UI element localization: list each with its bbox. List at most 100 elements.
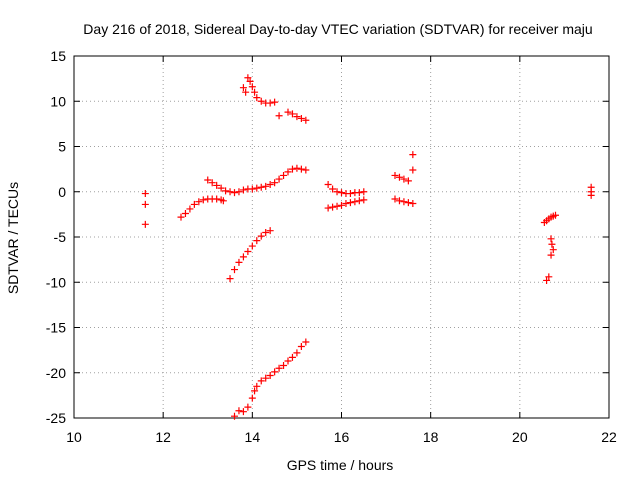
data-point [302,166,310,174]
data-point [199,196,207,204]
data-point [204,176,212,184]
series-arc-21.6 [587,183,595,199]
data-point [239,186,247,194]
data-point [231,266,238,274]
data-point [395,173,403,181]
series-arc-15.8 [324,181,368,198]
data-point [324,181,332,189]
data-point [226,275,234,283]
data-point [248,185,256,193]
data-point [266,99,274,107]
data-point [275,364,283,372]
tick-labels: 10 12 14 16 18 20 22 15 10 5 0 -5 -10 -15 -20 -25 [46,48,617,445]
data-point [391,171,399,179]
data-point [235,258,243,266]
data-point [587,191,595,199]
data-point [552,211,559,219]
data-point [242,88,250,96]
data-point [186,205,194,213]
data-point [239,84,247,92]
data-point [288,165,296,173]
y-axis-label: SDTVAR / TECUs [5,182,21,294]
ticks [73,55,610,419]
data-point [400,198,408,206]
data-point [275,112,283,120]
data-point [253,382,261,390]
x-tick-label: 18 [423,429,439,445]
data-point [141,220,149,228]
data-point [271,368,279,376]
data-point [248,242,256,250]
data-point [400,175,408,183]
data-point [549,246,557,254]
data-point [244,403,252,411]
y-tick-label: 10 [50,93,66,109]
data-point [222,187,230,195]
data-point [275,175,283,183]
data-point [235,407,243,415]
data-point [346,199,354,207]
y-tick-label: 15 [50,48,66,64]
y-tick-label: -25 [46,410,66,426]
data-point [248,83,256,91]
data-point [547,251,555,259]
data-point [404,177,412,185]
series-arc-20.6 [540,211,559,284]
data-point [257,377,265,385]
data-point [239,253,247,261]
data-point [284,357,292,365]
data-point [284,108,292,116]
data-point [355,189,363,197]
series-arc-12.4 [177,195,227,221]
y-tick-label: -20 [46,365,66,381]
chart-title: Day 216 of 2018, Sidereal Day-to-day VTE… [83,21,592,37]
data-point [333,202,341,210]
data-point [246,77,254,85]
data-point [280,171,288,179]
data-point [324,204,332,212]
data-point [391,195,399,203]
series-arc-17.2 [391,151,417,208]
data-point [293,113,301,121]
data-point [395,197,403,205]
data-point [355,197,363,205]
data-point [262,374,270,382]
data-point [253,94,261,102]
data-point [271,98,279,106]
data-point [266,227,274,235]
data-point [297,114,305,122]
x-tick-label: 16 [334,429,350,445]
data-point [271,179,279,187]
data-point [213,181,221,189]
data-point [351,198,359,206]
x-tick-label: 20 [512,429,528,445]
data-point [219,197,227,205]
data-point [244,74,252,82]
data-point [213,195,221,203]
data-point [360,196,368,204]
data-point [195,198,203,206]
y-tick-label: 0 [58,184,66,200]
x-tick-label: 14 [245,429,261,445]
data-point [404,199,412,207]
series-arc-13.0 [204,164,310,197]
data-point [409,151,417,159]
data-point [208,179,216,187]
data-point [244,247,252,255]
data-point [329,185,337,193]
data-point [548,240,556,248]
data-point [284,168,292,176]
data-point [262,182,270,190]
data-points [141,74,595,420]
data-point [248,394,256,402]
y-tick-label: -15 [46,320,66,336]
data-point [190,200,198,208]
data-point [302,116,310,124]
data-point [293,164,301,172]
data-point [266,371,274,379]
data-point [231,412,238,420]
data-point [251,387,259,395]
x-tick-label: 10 [66,429,82,445]
